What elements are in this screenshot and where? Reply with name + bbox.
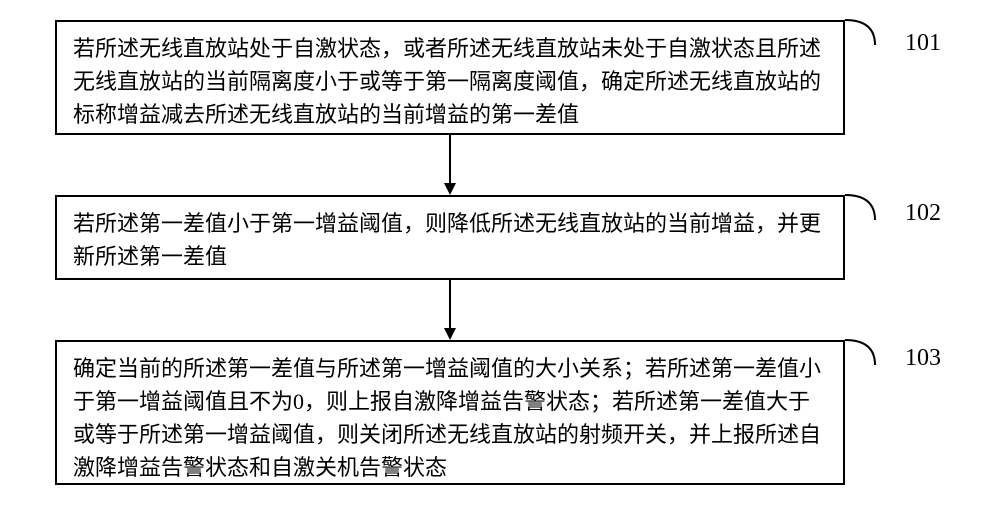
flow-step-103-text: 确定当前的所述第一差值与所述第一增益阈值的大小关系；若所述第一差值小于第一增益阈… [73,356,821,480]
arrow-101-to-102 [440,135,460,197]
step-label-103: 103 [905,345,941,372]
flowchart-container: 若所述无线直放站处于自激状态，或者所述无线直放站未处于自激状态且所述无线直放站的… [0,0,1000,517]
flow-step-101-text: 若所述无线直放站处于自激状态，或者所述无线直放站未处于自激状态且所述无线直放站的… [73,36,821,127]
flow-step-102-text: 若所述第一差值小于第一增益阈值，则降低所述无线直放站的当前增益，并更新所述第一差… [73,211,821,269]
label-connector-101 [845,15,900,50]
flow-step-103: 确定当前的所述第一差值与所述第一增益阈值的大小关系；若所述第一差值小于第一增益阈… [55,340,845,485]
flow-step-102: 若所述第一差值小于第一增益阈值，则降低所述无线直放站的当前增益，并更新所述第一差… [55,195,845,280]
step-label-102: 102 [905,200,941,227]
label-connector-103 [845,335,900,370]
label-connector-102 [845,190,900,225]
flow-step-101: 若所述无线直放站处于自激状态，或者所述无线直放站未处于自激状态且所述无线直放站的… [55,20,845,135]
arrow-102-to-103 [440,280,460,342]
step-label-101: 101 [905,30,941,57]
